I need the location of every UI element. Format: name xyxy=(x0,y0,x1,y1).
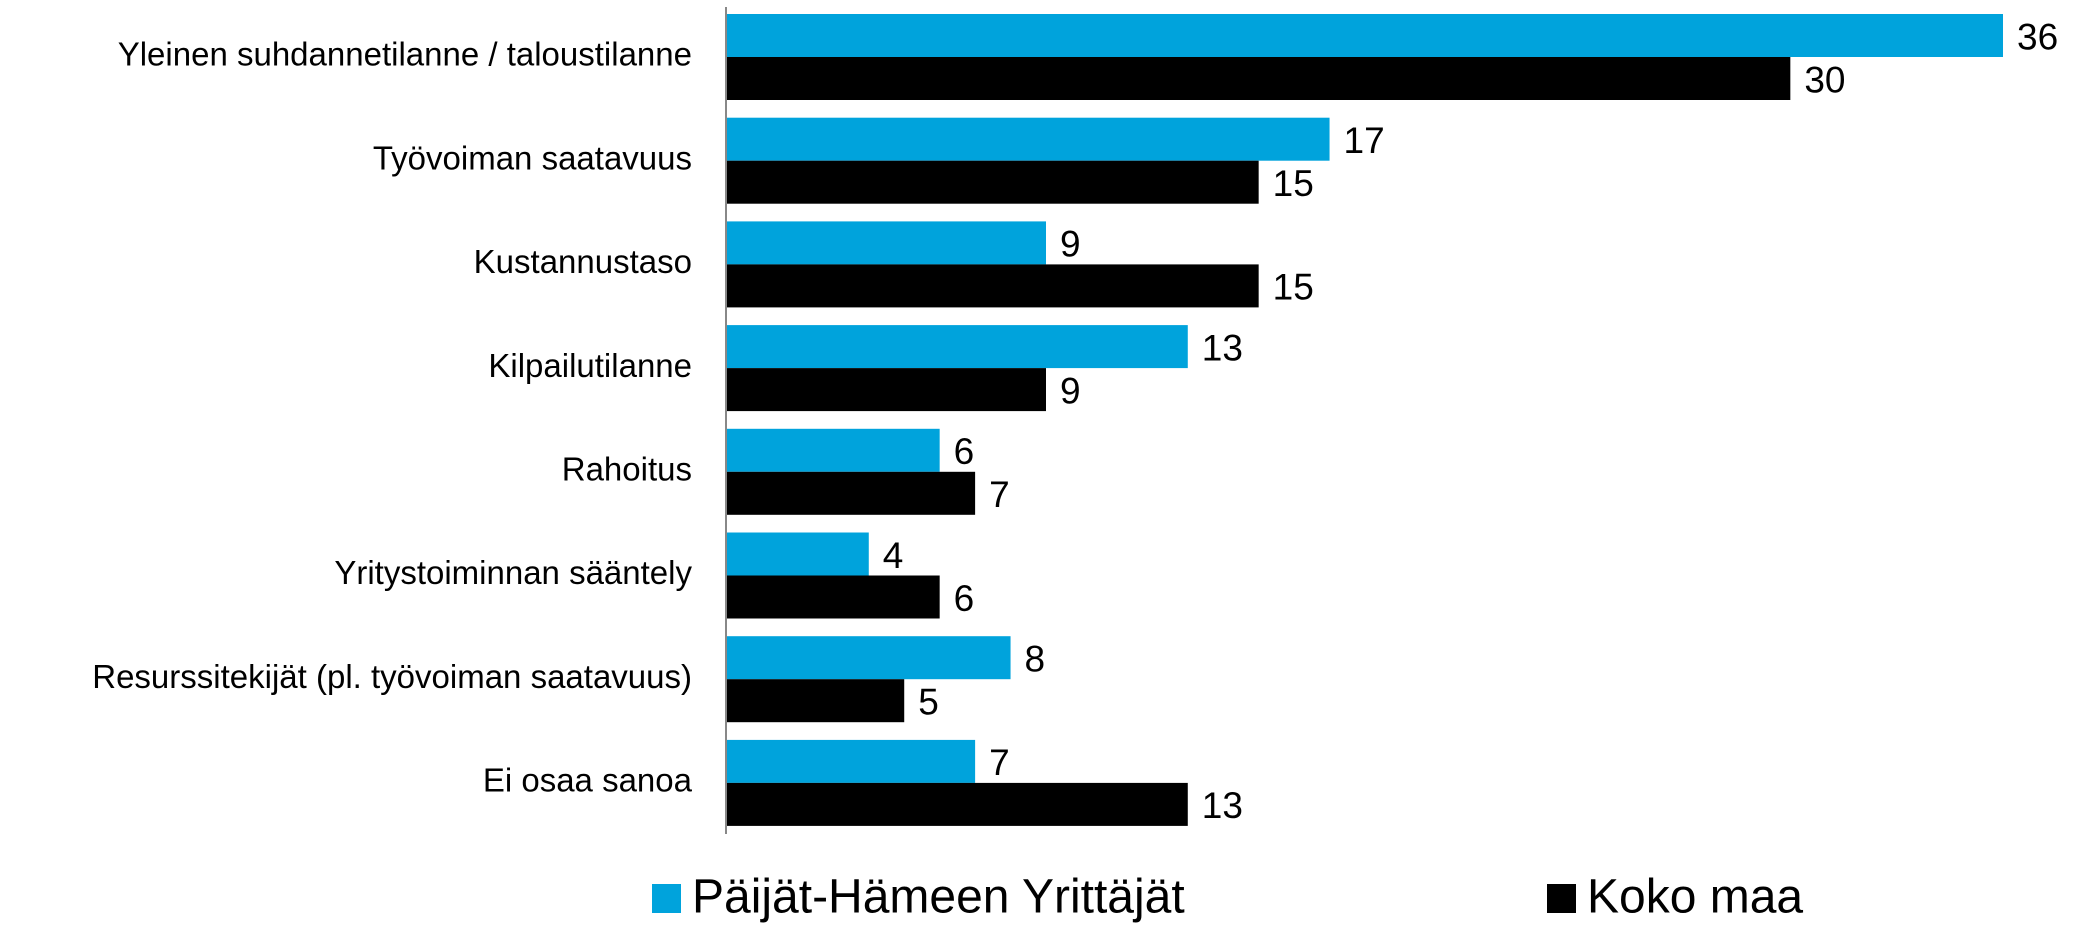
legend-swatch xyxy=(1547,884,1576,913)
value-label: 8 xyxy=(1025,638,1046,679)
value-label: 9 xyxy=(1060,370,1081,411)
legend-swatch xyxy=(652,884,681,913)
bar xyxy=(727,471,976,515)
bar xyxy=(727,428,940,472)
value-label: 30 xyxy=(1804,59,1845,100)
bar xyxy=(727,221,1046,265)
value-label: 36 xyxy=(2017,16,2058,57)
category-label: Työvoiman saatavuus xyxy=(373,139,692,176)
value-label: 9 xyxy=(1060,224,1081,265)
value-label: 15 xyxy=(1273,267,1314,308)
value-label: 7 xyxy=(989,742,1010,783)
value-label: 7 xyxy=(989,474,1010,515)
category-label: Kustannustaso xyxy=(474,243,692,280)
value-label: 17 xyxy=(1344,120,1385,161)
bar xyxy=(727,117,1330,161)
bar xyxy=(727,532,869,576)
bar xyxy=(727,14,2003,57)
value-label: 13 xyxy=(1202,327,1243,368)
bar xyxy=(727,636,1011,680)
bar xyxy=(727,679,905,723)
category-label: Kilpailutilanne xyxy=(488,347,692,384)
bar xyxy=(727,368,1046,412)
value-label: 15 xyxy=(1273,163,1314,204)
value-label: 13 xyxy=(1202,785,1243,826)
category-label: Resurssitekijät (pl. työvoiman saatavuus… xyxy=(92,658,692,695)
legend-label: Päijät-Hämeen Yrittäjät xyxy=(692,871,1185,924)
value-label: 5 xyxy=(918,681,939,722)
category-label: Yleinen suhdannetilanne / taloustilanne xyxy=(118,36,692,73)
value-label: 4 xyxy=(883,535,904,576)
bar xyxy=(727,782,1188,826)
bar xyxy=(727,264,1259,308)
bar xyxy=(727,739,976,783)
bar xyxy=(727,160,1259,204)
legend-label: Koko maa xyxy=(1587,871,1803,924)
value-label: 6 xyxy=(954,431,975,472)
bar xyxy=(727,57,1791,100)
value-label: 6 xyxy=(954,578,975,619)
category-label: Rahoitus xyxy=(562,451,692,488)
category-label: Yritystoiminnan sääntely xyxy=(334,554,692,591)
category-label: Ei osaa sanoa xyxy=(483,762,693,799)
bar xyxy=(727,575,940,619)
bar xyxy=(727,325,1188,369)
